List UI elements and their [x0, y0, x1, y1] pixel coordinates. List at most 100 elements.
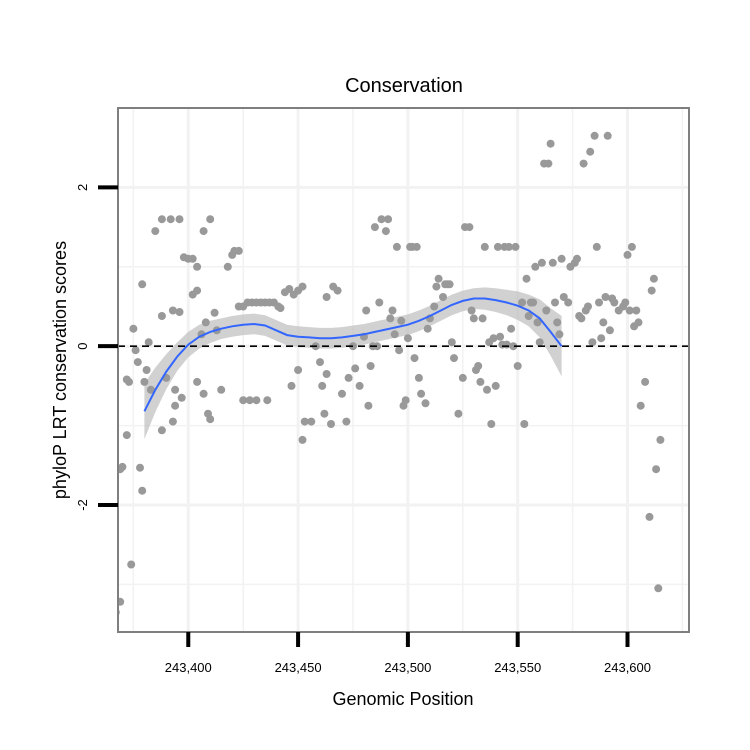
scatter-point: [588, 338, 597, 347]
scatter-point: [647, 286, 656, 295]
scatter-point: [322, 293, 331, 301]
scatter-point: [489, 334, 498, 343]
scatter-point: [177, 393, 186, 402]
scatter-point: [199, 227, 208, 236]
scatter-point: [342, 417, 351, 426]
scatter-point: [533, 318, 542, 327]
scatter-point: [118, 597, 125, 606]
scatter-point: [474, 362, 483, 370]
scatter-point: [636, 401, 645, 410]
scatter-point: [263, 396, 272, 405]
panel-contents: [110, 131, 689, 616]
scatter-point: [520, 420, 529, 428]
scatter-point: [423, 324, 432, 333]
scatter-point: [529, 298, 538, 307]
scatter-point: [276, 304, 285, 313]
scatter-point: [480, 242, 489, 251]
scatter-point: [157, 312, 166, 320]
scatter-point: [138, 486, 147, 495]
scatter-point: [592, 242, 601, 251]
scatter-point: [656, 435, 665, 444]
scatter-point: [144, 338, 153, 347]
scatter-point: [355, 381, 364, 390]
scatter-point: [300, 417, 309, 426]
scatter-point: [522, 274, 531, 283]
scatter-point: [509, 342, 518, 351]
y-axis-title: phyloP LRT conservation scores: [50, 241, 70, 499]
scatter-point: [320, 409, 329, 418]
scatter-point: [206, 215, 215, 224]
scatter-point: [316, 358, 324, 367]
scatter-point: [129, 324, 138, 333]
scatter-point: [333, 286, 342, 295]
scatter-point: [395, 346, 404, 355]
scatter-point: [401, 396, 410, 405]
scatter-point: [511, 242, 520, 251]
scatter-point: [518, 298, 527, 307]
scatter-point: [601, 293, 610, 301]
scatter-point: [175, 215, 184, 224]
scatter-point: [524, 312, 533, 320]
scatter-point: [627, 242, 636, 251]
scatter-point: [322, 370, 331, 378]
scatter-point: [469, 314, 478, 323]
scatter-point: [537, 258, 546, 267]
scatter-point: [362, 306, 371, 315]
scatter-point: [110, 378, 118, 386]
scatter-point: [318, 381, 327, 390]
scatter-point: [544, 159, 553, 168]
scatter-point: [447, 338, 456, 347]
scatter-point: [245, 396, 254, 405]
scatter-point: [193, 286, 202, 295]
scatter-point: [595, 298, 603, 307]
scatter-point: [584, 302, 592, 311]
scatter-point: [338, 389, 346, 398]
scatter-point: [559, 293, 568, 301]
scatter-point: [590, 131, 599, 140]
chart-title: Conservation: [345, 75, 463, 97]
scatter-point: [417, 389, 426, 398]
scatter-point: [623, 250, 632, 259]
scatter-point: [168, 306, 177, 315]
scatter-point: [551, 298, 559, 307]
scatter-point: [386, 314, 395, 323]
scatter-point: [597, 334, 606, 343]
scatter-point: [507, 324, 516, 333]
y-tick-label: 2: [75, 184, 90, 191]
scatter-point: [465, 223, 474, 232]
scatter-point: [557, 254, 566, 263]
scatter-point: [199, 389, 208, 398]
scatter-point: [204, 409, 212, 418]
scatter-point: [188, 254, 197, 263]
scatter-point: [403, 334, 412, 343]
scatter-point: [599, 318, 608, 327]
scatter-point: [133, 358, 142, 367]
scatter-point: [384, 215, 393, 224]
scatter-point: [373, 342, 382, 351]
scatter-point: [577, 314, 586, 323]
scatter-point: [234, 246, 243, 255]
scatter-point: [652, 465, 661, 474]
scatter-point: [564, 298, 573, 307]
scatter-point: [603, 131, 612, 140]
scatter-point: [573, 254, 581, 263]
scatter-point: [140, 377, 149, 386]
x-tick-label: 243,600: [604, 660, 651, 675]
scatter-point: [327, 420, 335, 428]
scatter-point: [285, 285, 294, 293]
scatter-point: [432, 282, 441, 291]
scatter-point: [467, 306, 476, 315]
scatter-point: [645, 512, 654, 521]
scatter-point: [513, 362, 522, 370]
scatter-point: [142, 366, 151, 374]
scatter-point: [610, 298, 619, 307]
scatter-point: [122, 431, 131, 440]
scatter-point: [287, 381, 296, 390]
scatter-point: [654, 584, 663, 593]
scatter-point: [298, 282, 307, 291]
scatter-point: [487, 420, 496, 428]
scatter-point: [201, 318, 210, 327]
scatter-point: [239, 396, 248, 405]
scatter-point: [307, 417, 316, 426]
scatter-point: [118, 462, 127, 471]
